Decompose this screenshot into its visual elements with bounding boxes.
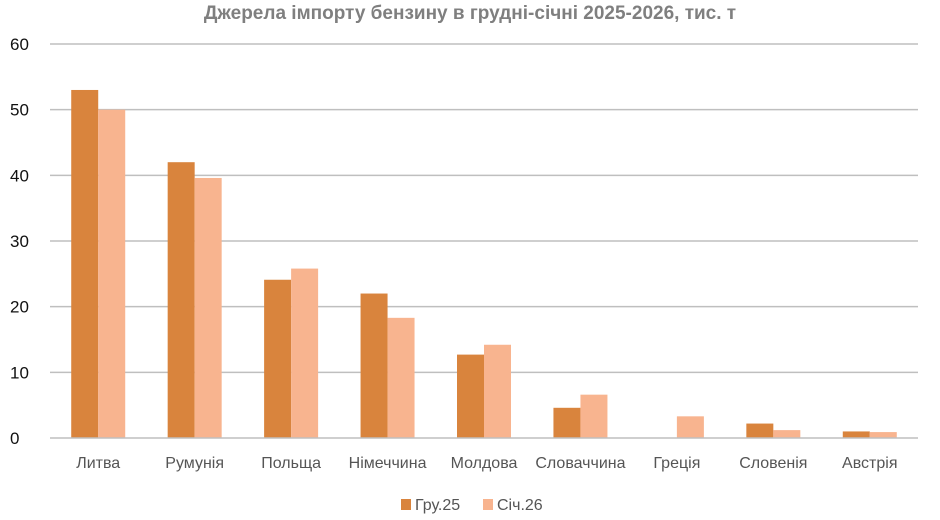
bar-dec25 xyxy=(746,423,774,438)
y-tick-label: 0 xyxy=(10,429,19,448)
x-tick-label: Румунія xyxy=(165,455,224,472)
bar-jan26 xyxy=(291,268,319,438)
bar-jan26 xyxy=(580,394,608,438)
y-axis: 0 10 20 30 40 50 60 xyxy=(10,35,29,448)
bar-dec25 xyxy=(264,279,292,438)
x-tick-label: Польща xyxy=(261,455,321,472)
x-axis: Литва Румунія Польща Німеччина Молдова Словач… xyxy=(76,455,897,472)
bar-jan26 xyxy=(98,109,126,439)
legend-swatch xyxy=(483,499,493,510)
y-tick-label: 30 xyxy=(10,232,29,251)
legend-label: Гру.25 xyxy=(415,497,460,514)
y-tick-label: 10 xyxy=(10,363,29,382)
bar-jan26 xyxy=(194,177,222,438)
bar-dec25 xyxy=(167,162,195,438)
bar-jan26 xyxy=(676,416,704,438)
y-tick-label: 60 xyxy=(10,35,29,54)
x-tick-label: Литва xyxy=(76,455,120,472)
y-tick-label: 40 xyxy=(10,166,29,185)
bar-dec25 xyxy=(360,293,388,438)
legend-swatch xyxy=(401,499,411,510)
legend: Гру.25 Січ.26 xyxy=(401,497,543,514)
bar-dec25 xyxy=(71,89,99,438)
bar-dec25 xyxy=(457,354,484,438)
x-tick-label: Греція xyxy=(653,455,700,472)
bar-dec25 xyxy=(553,407,581,438)
bar-jan26 xyxy=(484,344,511,438)
chart-title: Джерела імпорту бензину в грудні-січні 2… xyxy=(204,3,736,24)
y-tick-label: 20 xyxy=(10,298,29,317)
bar-jan26 xyxy=(387,317,415,438)
bar-jan26 xyxy=(869,432,897,438)
x-tick-label: Німеччина xyxy=(349,455,427,472)
legend-label: Січ.26 xyxy=(497,497,543,514)
bar-dec25 xyxy=(842,431,870,438)
x-tick-label: Словаччина xyxy=(535,455,625,472)
bars xyxy=(71,89,897,439)
x-tick-label: Австрія xyxy=(842,455,897,472)
y-tick-label: 50 xyxy=(10,101,29,120)
bar-jan26 xyxy=(773,430,801,438)
x-tick-label: Молдова xyxy=(451,455,518,472)
x-tick-label: Словенія xyxy=(739,455,807,472)
